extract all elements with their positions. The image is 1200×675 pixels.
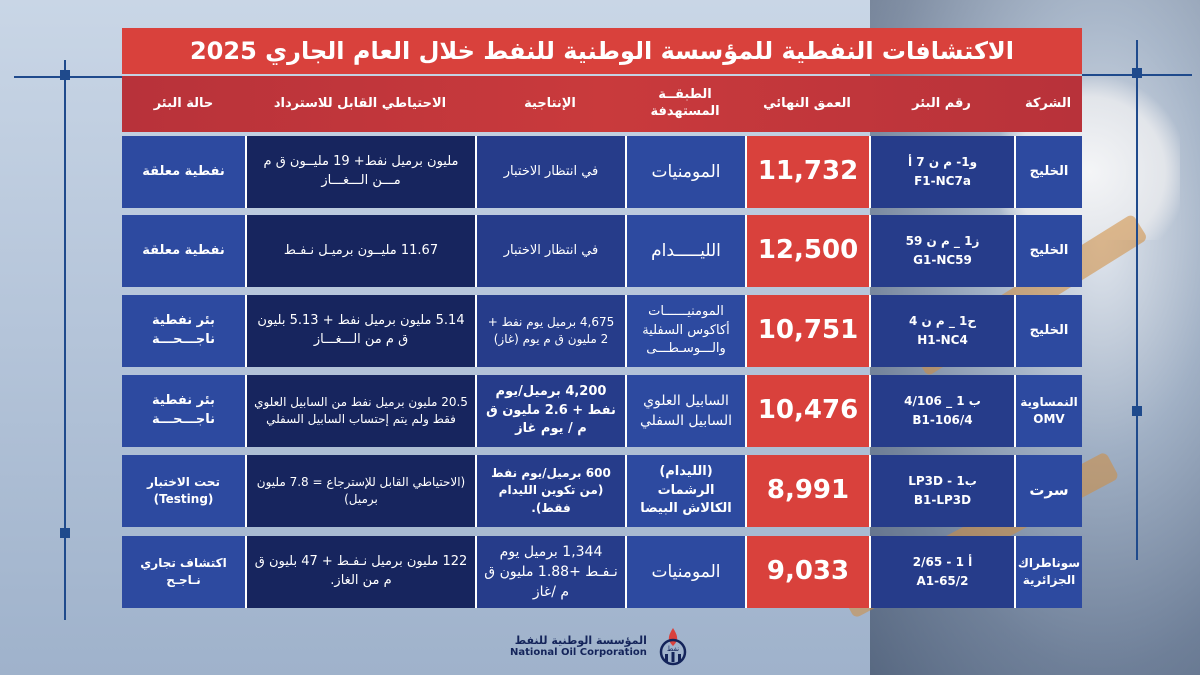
cell-depth: 11,732 xyxy=(745,136,869,208)
cell-depth: 10,751 xyxy=(745,295,869,367)
cell-depth: 8,991 xyxy=(745,455,869,527)
cell-production: في انتظار الاختبار xyxy=(475,215,625,287)
well-number-ar: ح1 _ م ن 4 xyxy=(908,313,977,328)
cell-company: النمساوية OMV xyxy=(1014,375,1082,447)
cell-reserves: 20.5 مليون برميل نفط من السابيل العلوي ف… xyxy=(245,375,475,447)
cell-production: في انتظار الاختبار xyxy=(475,136,625,208)
cell-well: أ 1 - 2/65 A1-65/2 xyxy=(869,536,1014,608)
cell-reserves: مليون برميل نفط+ 19 مليــون ق م مـــن ال… xyxy=(245,136,475,208)
cell-company: سرت xyxy=(1014,455,1082,527)
cell-well: ب1 - LP3D B1-LP3D xyxy=(869,455,1014,527)
page-title: الاكتشافات النفطية للمؤسسة الوطنية للنفط… xyxy=(122,28,1082,74)
cell-depth: 9,033 xyxy=(745,536,869,608)
cell-layer: السابيل العلوي السابيل السفلي xyxy=(625,375,745,447)
cell-status: تحت الاختبار (Testing) xyxy=(122,455,245,527)
table-row: الخليج ز1 _ م ن 59 G1-NC59 12,500 الليــ… xyxy=(122,215,1082,287)
decor-line-right xyxy=(1136,40,1138,560)
footer-logo: المؤسسة الوطنية للنفط National Oil Corpo… xyxy=(510,626,691,666)
footer-text: المؤسسة الوطنية للنفط National Oil Corpo… xyxy=(510,634,647,658)
cell-depth: 10,476 xyxy=(745,375,869,447)
footer-name-ar: المؤسسة الوطنية للنفط xyxy=(514,634,647,647)
table-row: سرت ب1 - LP3D B1-LP3D 8,991 (الليدام) ال… xyxy=(122,455,1082,527)
cell-production: 1,344 برميل يوم نـفـط +1.88 مليون ق م /غ… xyxy=(475,536,625,608)
well-number-en: F1-NC7a xyxy=(914,174,971,188)
cell-production: 600 برميل/يوم نفط (من تكوين الليدام فقط)… xyxy=(475,455,625,527)
header-reserves: الاحتياطي القابل للاسترداد xyxy=(273,95,447,111)
cell-status: بئر نفطية ناجـــحـــة xyxy=(122,295,245,367)
cell-layer: المومنيات xyxy=(625,536,745,608)
cell-layer: الليـــــدام xyxy=(625,215,745,287)
table-row: الخليج ح1 _ م ن 4 H1-NC4 10,751 المومنيـ… xyxy=(122,295,1082,367)
header-production: الإنتاجية xyxy=(524,95,576,111)
header-depth: العمق النهائي xyxy=(763,95,851,111)
well-number-ar: ز1 _ م ن 59 xyxy=(905,233,980,248)
well-number-ar: ب1 - LP3D xyxy=(908,473,977,488)
cell-company: الخليج xyxy=(1014,215,1082,287)
table-header: الشركة رقم البئر العمق النهائي الطبقــة … xyxy=(122,76,1082,132)
cell-reserves: (الاحتياطي القابل للإسترجاع = 7.8 مليون … xyxy=(245,455,475,527)
cell-depth: 12,500 xyxy=(745,215,869,287)
cell-status: اكتشاف تجاري نـاجـح xyxy=(122,536,245,608)
cell-layer: (الليدام) الرشمات الكالاش البيضا xyxy=(625,455,745,527)
well-number-ar: أ 1 - 2/65 xyxy=(912,554,973,569)
cell-well: ز1 _ م ن 59 G1-NC59 xyxy=(869,215,1014,287)
decor-line-left xyxy=(64,60,66,620)
cell-reserves: 11.67 مليــون برميـل نـفـط xyxy=(245,215,475,287)
cell-reserves: 5.14 مليون برميل نفط + 5.13 بليون ق م من… xyxy=(245,295,475,367)
cell-company: سوناطراك الجزائرية xyxy=(1014,536,1082,608)
header-company: الشركة xyxy=(1024,95,1072,111)
well-number-ar: ب 1 _ 4/106 xyxy=(904,393,981,408)
cell-layer: المومنيات xyxy=(625,136,745,208)
table-row: النمساوية OMV ب 1 _ 4/106 B1-106/4 10,47… xyxy=(122,375,1082,447)
cell-well: ب 1 _ 4/106 B1-106/4 xyxy=(869,375,1014,447)
decor-square xyxy=(1132,406,1142,416)
well-number-en: H1-NC4 xyxy=(917,333,968,347)
cell-well: و1- م ن 7 أ F1-NC7a xyxy=(869,136,1014,208)
decor-square xyxy=(1132,68,1142,78)
cell-well: ح1 _ م ن 4 H1-NC4 xyxy=(869,295,1014,367)
cell-company: الخليج xyxy=(1014,136,1082,208)
cell-production: 4,200 برميل/يوم نفط + 2.6 مليون ق م / يو… xyxy=(475,375,625,447)
well-number-en: B1-LP3D xyxy=(913,493,972,507)
well-number-en: G1-NC59 xyxy=(913,253,972,267)
table-row: سوناطراك الجزائرية أ 1 - 2/65 A1-65/2 9,… xyxy=(122,536,1082,608)
cell-production: 4,675 برميل يوم نفط + 2 مليون ق م يوم (غ… xyxy=(475,295,625,367)
cell-status: بئر نفطية ناجـــحـــة xyxy=(122,375,245,447)
header-well: رقم البئر xyxy=(912,95,971,111)
footer-name-en: National Oil Corporation xyxy=(510,647,647,658)
well-number-ar: و1- م ن 7 أ xyxy=(907,154,978,169)
logo-text: نفط xyxy=(667,645,679,653)
well-number-en: B1-106/4 xyxy=(912,413,973,427)
cell-status: نفطية معلقة xyxy=(122,215,245,287)
noc-logo-icon: نفط xyxy=(655,626,691,666)
cell-company: الخليج xyxy=(1014,295,1082,367)
decor-square xyxy=(60,70,70,80)
well-number-en: A1-65/2 xyxy=(916,574,969,588)
decor-square xyxy=(60,528,70,538)
header-layer: الطبقــة المستهدفة xyxy=(650,87,720,119)
cell-layer: المومنيــــــات أكاكوس السفلية والـــوسـ… xyxy=(625,295,745,367)
cell-status: نفطية معلقة xyxy=(122,136,245,208)
cell-reserves: 122 مليون برميل نـفـط + 47 بليون ق م من … xyxy=(245,536,475,608)
header-status: حالة البئر xyxy=(153,95,214,111)
table-row: الخليج و1- م ن 7 أ F1-NC7a 11,732 المومن… xyxy=(122,136,1082,208)
